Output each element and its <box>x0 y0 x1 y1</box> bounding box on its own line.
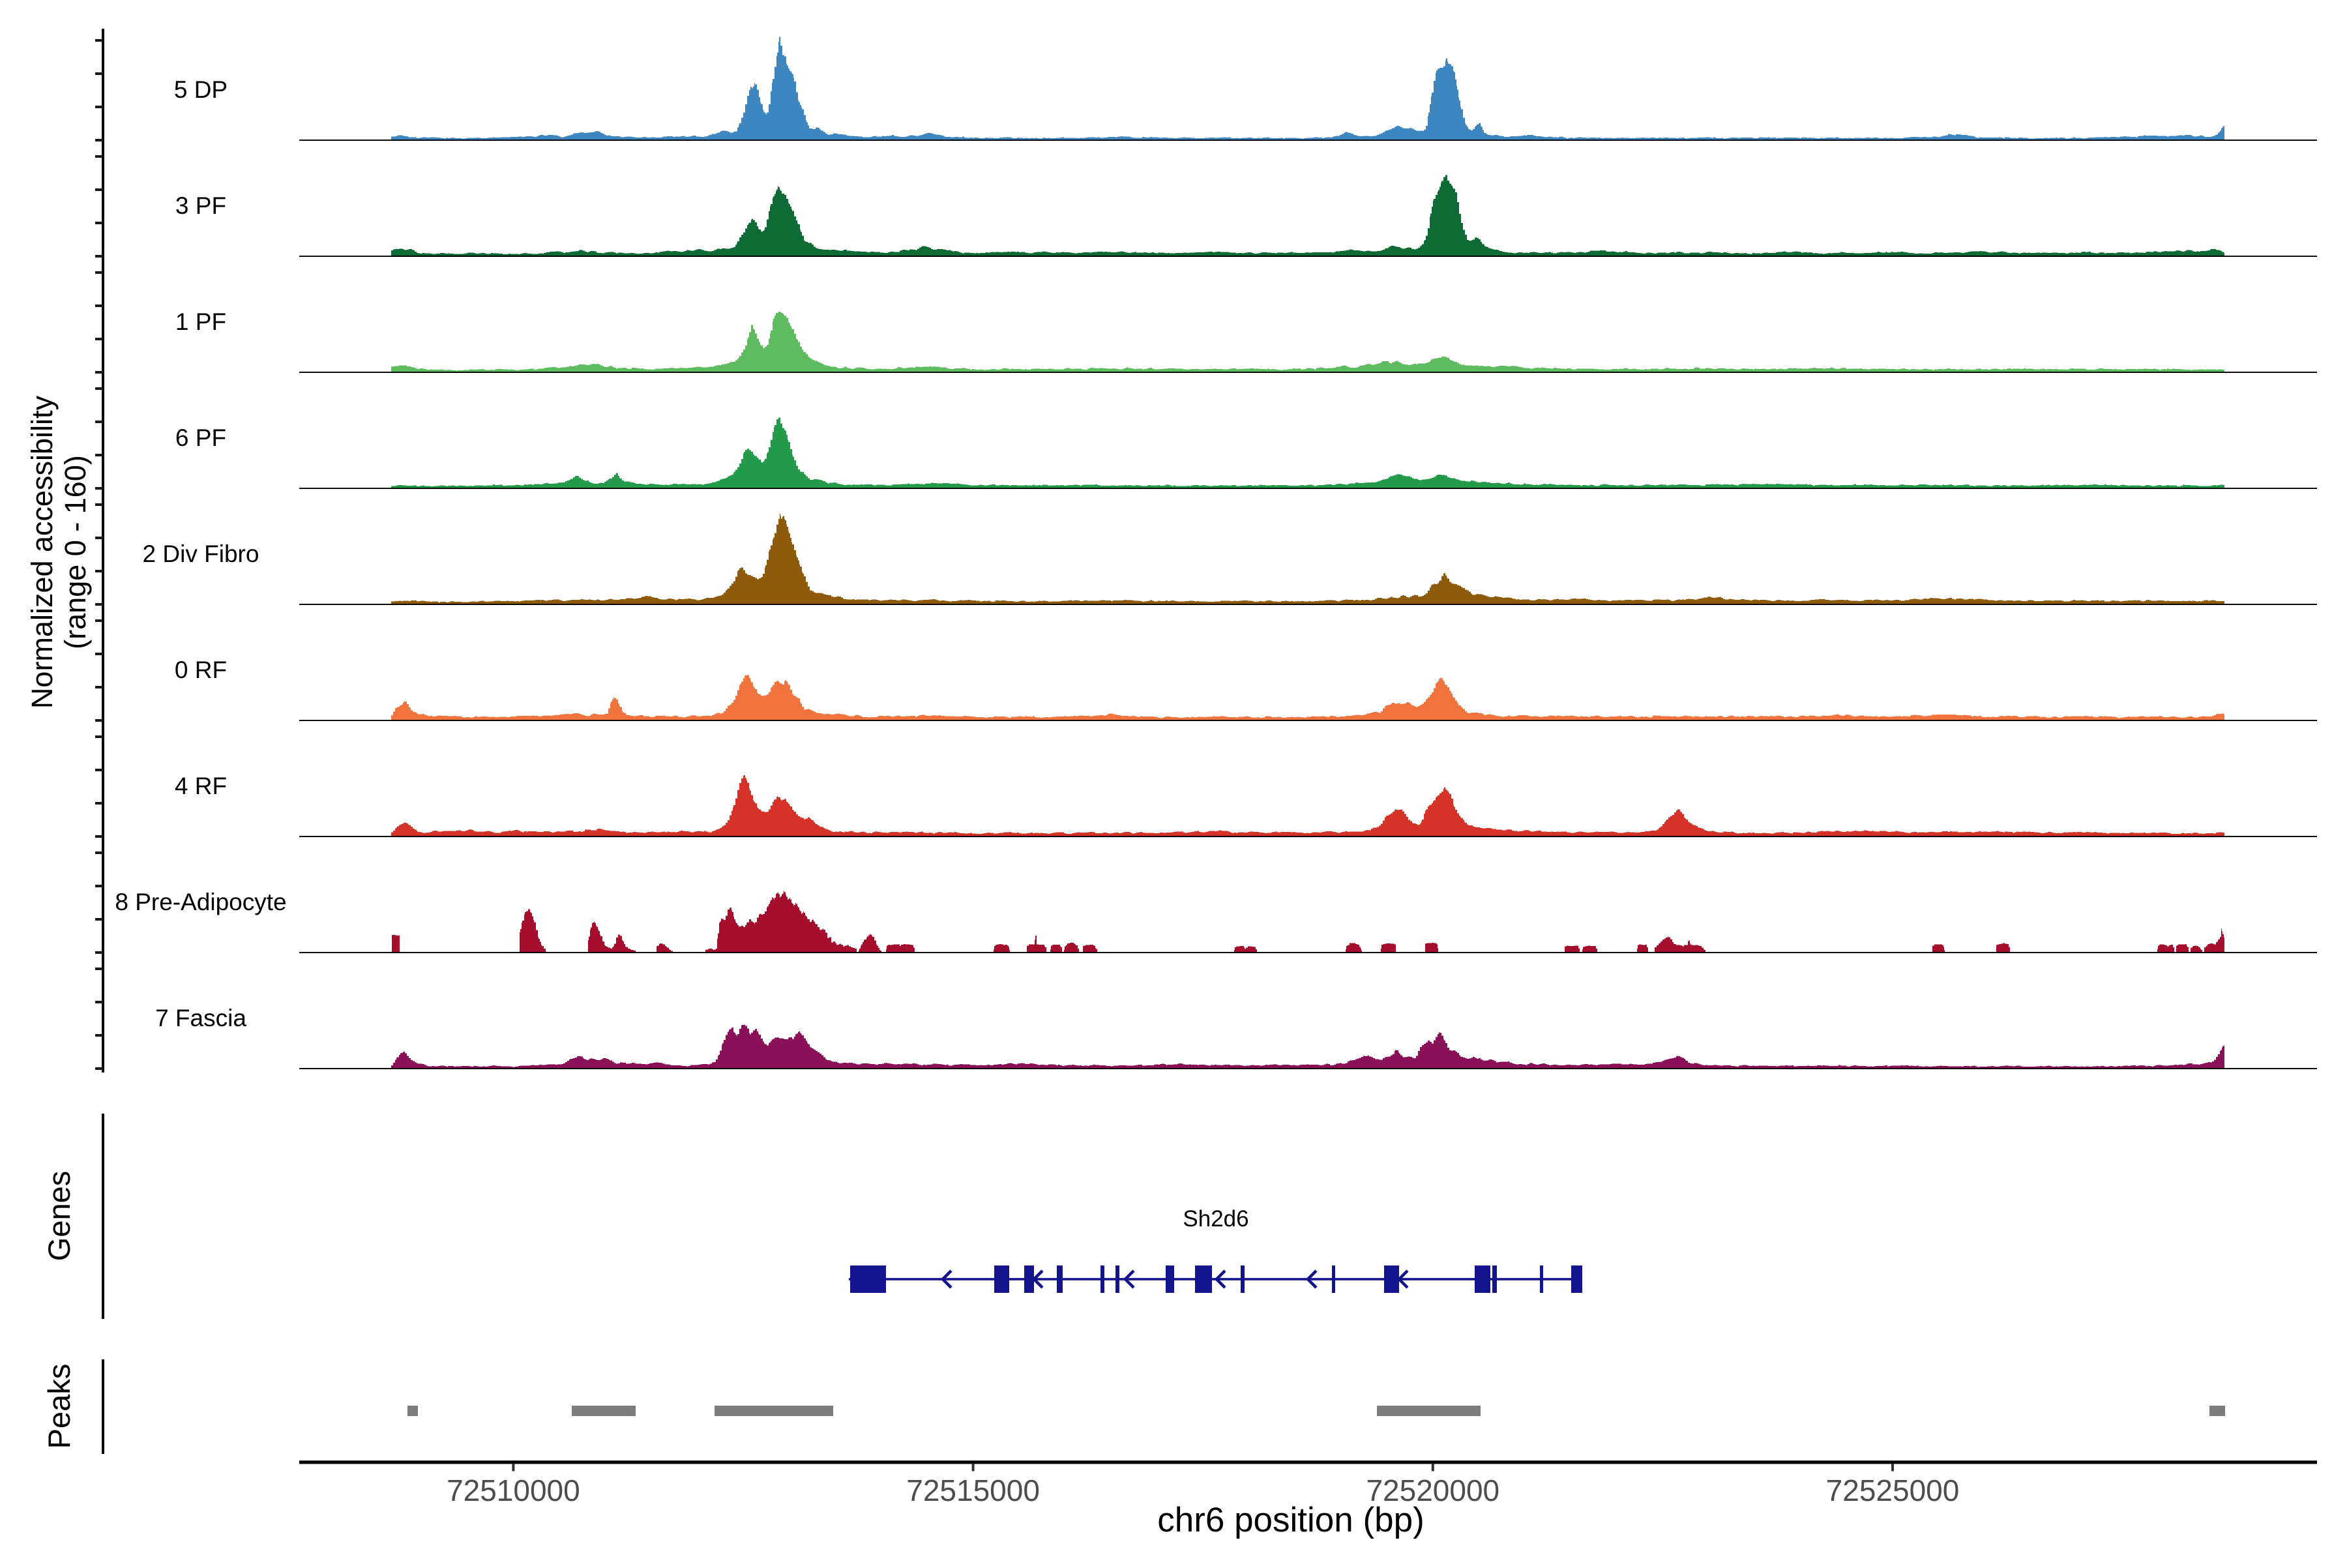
svg-text:Peaks: Peaks <box>42 1364 76 1449</box>
svg-text:Genes: Genes <box>42 1171 76 1261</box>
svg-text:Sh2d6: Sh2d6 <box>1183 1206 1248 1232</box>
svg-text:1 PF: 1 PF <box>175 308 226 335</box>
svg-text:Normalized accessibility: Normalized accessibility <box>25 395 59 709</box>
svg-text:(range 0 - 160): (range 0 - 160) <box>59 455 92 649</box>
svg-text:7 Fascia: 7 Fascia <box>155 1005 246 1031</box>
svg-text:72510000: 72510000 <box>447 1473 580 1507</box>
svg-text:4 RF: 4 RF <box>175 773 227 799</box>
svg-text:72515000: 72515000 <box>906 1473 1040 1507</box>
svg-text:72520000: 72520000 <box>1366 1473 1499 1507</box>
svg-text:chr6 position (bp): chr6 position (bp) <box>1157 1501 1424 1539</box>
svg-text:3 PF: 3 PF <box>175 192 226 219</box>
svg-text:2 Div Fibro: 2 Div Fibro <box>143 540 259 567</box>
svg-text:5 DP: 5 DP <box>174 76 228 103</box>
svg-text:0 RF: 0 RF <box>175 657 227 683</box>
svg-text:8 Pre-Adipocyte: 8 Pre-Adipocyte <box>115 889 286 915</box>
svg-text:72525000: 72525000 <box>1826 1473 1960 1507</box>
svg-text:6 PF: 6 PF <box>175 424 226 451</box>
